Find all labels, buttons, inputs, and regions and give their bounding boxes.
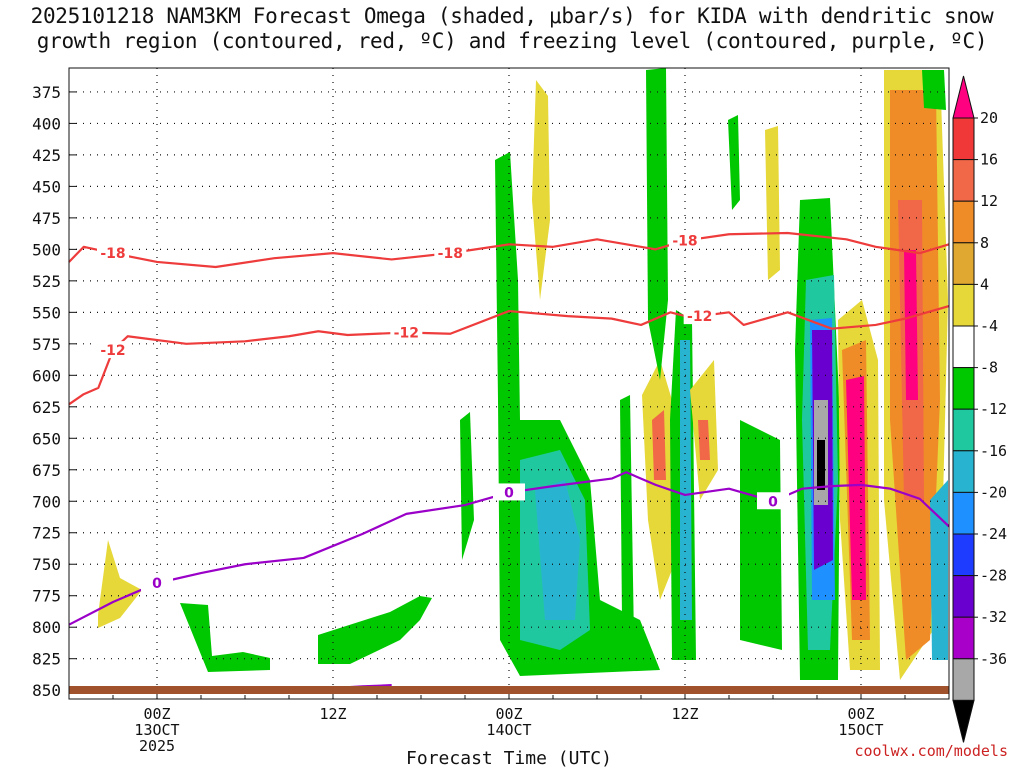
y-tick-label-650: 650	[32, 429, 61, 448]
dgz-contour-label-bg-1-0	[97, 341, 129, 359]
dgz-contour-label-bg-1-2	[683, 307, 716, 325]
freezing-level-label-bg-0-1	[493, 483, 525, 501]
colorbar-label-6: -8	[980, 359, 998, 377]
y-tick-label-575: 575	[32, 335, 61, 354]
y-tick-label-750: 750	[32, 555, 61, 574]
y-tick-label-625: 625	[32, 398, 61, 417]
x-tick-label-2-1: 14OCT	[486, 721, 531, 739]
x-tick-label-0-2: 2025	[139, 737, 175, 755]
colorbar-swatch-7	[952, 367, 975, 410]
y-tick-label-825: 825	[32, 650, 61, 669]
y-tick-label-800: 800	[32, 618, 61, 637]
colorbar-label-12: -32	[980, 608, 1007, 626]
dgz-contour-label-1-0: -12	[100, 343, 125, 359]
colorbar-swatch-5	[952, 283, 975, 327]
dgz-contour-label-0-0: -18	[100, 246, 125, 262]
colorbar-label-2: 12	[980, 192, 998, 210]
colorbar-swatch-12	[952, 575, 975, 618]
colorbar-label-10: -24	[980, 525, 1007, 543]
x-axis-title: Forecast Time (UTC)	[406, 748, 612, 768]
colorbar-bottom-arrow	[952, 699, 975, 743]
colorbar-swatch-4	[952, 242, 975, 285]
colorbar-label-7: -12	[980, 400, 1007, 418]
y-tick-label-675: 675	[32, 461, 61, 480]
dgz-contour-label-0-1: -18	[438, 246, 463, 262]
colorbar-label-0: 20	[980, 109, 998, 127]
x-tick-label-4-0: 00Z	[847, 705, 874, 723]
dgz-contour-label-bg-0-1	[434, 244, 467, 262]
source-footer: coolwx.com/models	[854, 742, 1008, 760]
x-tick-label-1-0: 12Z	[319, 705, 346, 723]
freezing-level-line-0	[68, 471, 950, 626]
colorbar-swatch-13	[952, 616, 975, 660]
chart-title-line2: growth region (contoured, red, ºC) and f…	[36, 29, 988, 53]
grid-lines	[69, 68, 949, 699]
colorbar-top-arrow	[952, 75, 975, 119]
y-tick-label-725: 725	[32, 524, 61, 543]
colorbar-label-4: 4	[980, 275, 989, 293]
colorbar-swatch-9	[952, 450, 975, 493]
y-tick-label-500: 500	[32, 240, 61, 259]
colorbar-label-9: -20	[980, 483, 1007, 501]
y-tick-label-850: 850	[32, 681, 61, 700]
y-tick-label-700: 700	[32, 492, 61, 511]
y-tick-label-600: 600	[32, 366, 61, 385]
colorbar-label-5: -4	[980, 317, 998, 335]
y-tick-label-400: 400	[32, 114, 61, 133]
dgz-contour-label-bg-0-2	[669, 231, 701, 249]
colorbar-swatch-3	[952, 200, 975, 244]
freezing-level-label-0-2: 0	[768, 494, 778, 510]
colorbar-label-11: -28	[980, 567, 1007, 585]
colorbar-swatch-10	[952, 491, 975, 535]
freezing-level-label-0-0: 0	[152, 576, 162, 592]
dgz-contour-line-0	[68, 231, 950, 269]
freezing-level-label-bg-0-0	[141, 574, 173, 592]
chart-title: 2025101218 NAM3KM Forecast Omega (shaded…	[0, 4, 1024, 54]
plot-frame	[68, 67, 950, 700]
x-tick-label-0-0: 00Z	[143, 705, 170, 723]
dgz-contour-label-1-2: -12	[687, 309, 712, 325]
colorbar-label-3: 8	[980, 234, 989, 252]
x-tick-label-2-0: 00Z	[495, 705, 522, 723]
y-tick-label-375: 375	[32, 83, 61, 102]
colorbar-label-13: -36	[980, 650, 1007, 668]
colorbar-label-8: -16	[980, 442, 1007, 460]
x-tick-label-0-1: 13OCT	[134, 721, 179, 739]
omega-shading	[98, 68, 948, 680]
colorbar-swatch-14	[952, 658, 975, 701]
colorbar-label-1: 16	[980, 151, 998, 169]
dgz-contour-line-1	[68, 304, 950, 406]
colorbar-swatch-8	[952, 408, 975, 452]
y-tick-label-550: 550	[32, 303, 61, 322]
dgz-contour-label-0-2: -18	[672, 234, 697, 250]
colorbar-swatch-6	[952, 325, 975, 369]
terrain-band	[69, 686, 949, 694]
x-tick-label-3-0: 12Z	[671, 705, 698, 723]
chart-title-line1: 2025101218 NAM3KM Forecast Omega (shaded…	[30, 4, 994, 28]
y-axis: 375 400 425 450 475 500 525 550 575 600 625 650 675 7…	[32, 83, 77, 700]
y-tick-label-475: 475	[32, 209, 61, 228]
colorbar-swatch-11	[952, 533, 975, 577]
contour-lines: -18 -18 -18 -12 -12 -12 0 0 0	[68, 231, 950, 691]
dgz-contour-label-bg-0-0	[97, 244, 129, 262]
x-tick-label-4-1: 15OCT	[838, 721, 883, 739]
y-tick-label-775: 775	[32, 587, 61, 606]
y-tick-label-525: 525	[32, 272, 61, 291]
y-tick-label-425: 425	[32, 146, 61, 165]
freezing-level-label-bg-0-2	[757, 492, 789, 510]
colorbar-swatch-2	[952, 159, 975, 202]
colorbar: 20 16 12 8 4 -4 -8 -12 -16 -20 -24 -28 -32 -36	[952, 75, 1007, 743]
y-tick-label-450: 450	[32, 177, 61, 196]
colorbar-swatch-1	[952, 117, 975, 161]
dgz-contour-label-1-1: -12	[394, 325, 419, 341]
freezing-level-label-0-1: 0	[504, 485, 514, 501]
dgz-contour-label-bg-1-1	[390, 323, 423, 341]
